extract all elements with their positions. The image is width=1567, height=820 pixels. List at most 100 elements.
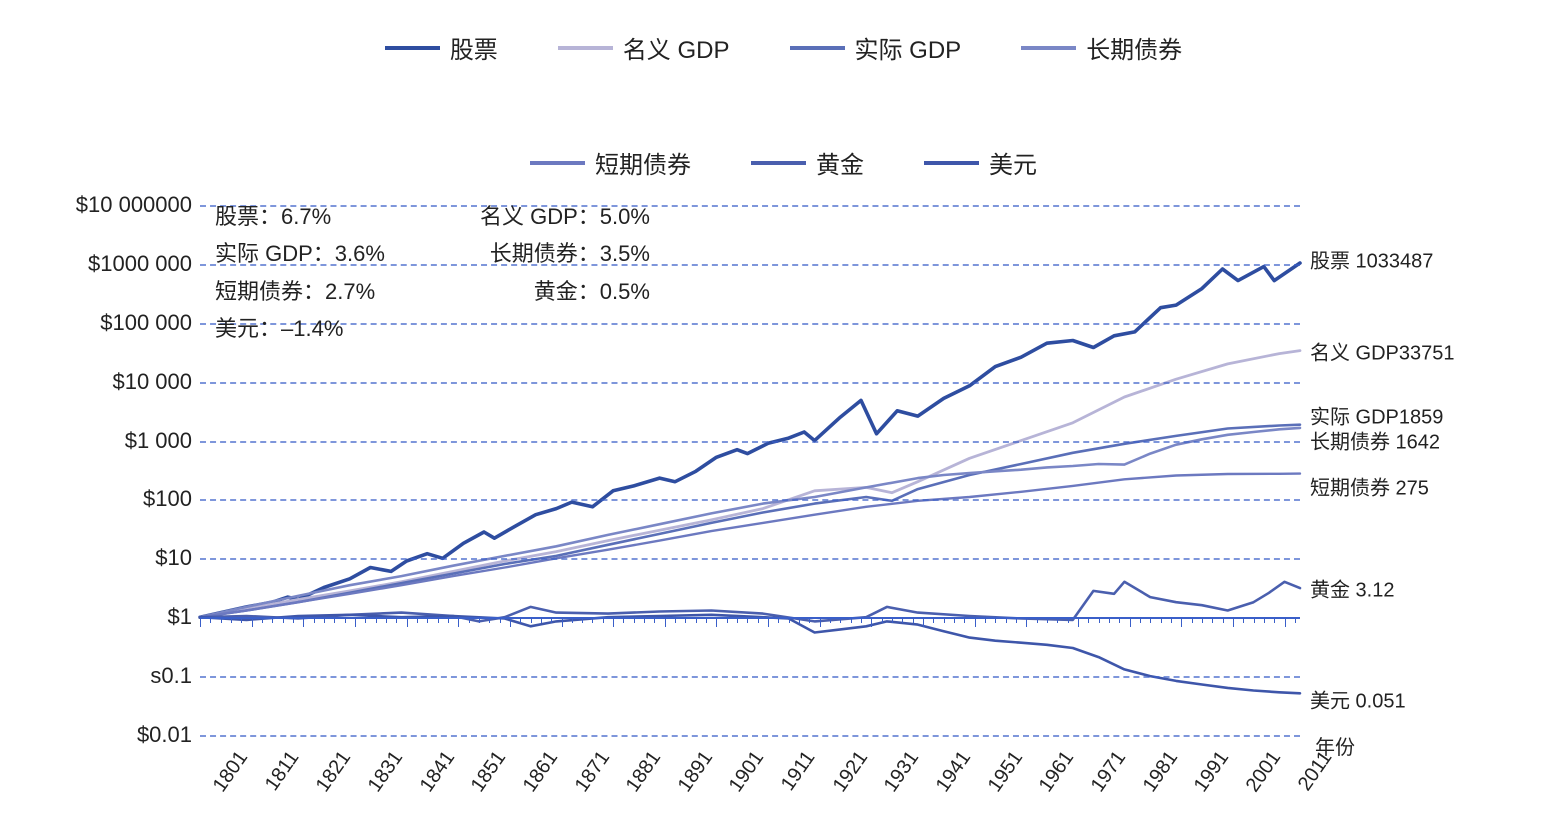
x-tick (1254, 617, 1255, 623)
y-tick-label: $1000 000 (88, 251, 192, 277)
x-tick (241, 617, 242, 623)
x-tick-label: 1871 (570, 747, 614, 797)
x-tick-label: 1931 (880, 747, 924, 797)
x-tick (1130, 617, 1131, 627)
x-tick (913, 617, 914, 623)
x-tick-label: 1861 (519, 747, 563, 797)
x-tick (654, 617, 655, 623)
x-tick (644, 617, 645, 623)
y-tick-label: $100 000 (100, 310, 192, 336)
x-tick (1274, 617, 1275, 623)
x-tick (1026, 617, 1027, 627)
x-tick (1088, 617, 1089, 623)
end-label-lbonds: 长期债券 1642 (1310, 425, 1440, 454)
x-tick (1202, 617, 1203, 623)
x-tick (603, 617, 604, 623)
x-tick (303, 617, 304, 627)
legend-swatch-icon (790, 46, 845, 50)
x-tick (458, 617, 459, 627)
x-tick (1140, 617, 1141, 623)
x-tick (231, 617, 232, 623)
x-tick (1223, 617, 1224, 623)
legend-label: 名义 GDP (623, 30, 730, 65)
x-tick (1161, 617, 1162, 623)
x-tick (830, 617, 831, 623)
x-tick (365, 617, 366, 623)
chart-legend: 股票名义 GDP实际 GDP长期债券短期债券黄金美元 (20, 20, 1547, 200)
asset-returns-chart: 股票名义 GDP实际 GDP长期债券短期债券黄金美元 $10 000000$10… (20, 20, 1547, 779)
x-tick (582, 617, 583, 623)
x-tick (396, 617, 397, 623)
y-tick-label: $1 000 (125, 428, 192, 454)
legend-item-gold: 黄金 (751, 145, 864, 180)
x-tick-label: 1911 (777, 747, 821, 795)
legend-label: 美元 (989, 145, 1037, 180)
x-tick (562, 617, 563, 627)
x-tick (768, 617, 769, 627)
x-tick (758, 617, 759, 623)
y-tick-label: $10 000 (112, 369, 192, 395)
x-tick (685, 617, 686, 623)
ann-lbonds-rate: 长期债券：3.5% (480, 235, 650, 272)
ann-stocks-rate: 股票：6.7% (215, 198, 385, 235)
x-tick (355, 617, 356, 627)
x-tick (675, 617, 676, 623)
x-tick (262, 617, 263, 623)
x-tick-label: 1971 (1087, 747, 1131, 797)
x-tick-label: 1801 (209, 747, 253, 797)
legend-swatch-icon (530, 161, 585, 165)
y-tick-label: $10 (155, 545, 192, 571)
x-tick (572, 617, 573, 623)
x-tick (469, 617, 470, 623)
x-tick (592, 617, 593, 623)
end-label-gold: 黄金 3.12 (1310, 574, 1394, 603)
x-tick (386, 617, 387, 623)
x-tick (500, 617, 501, 623)
x-tick (985, 617, 986, 623)
x-tick (954, 617, 955, 623)
x-tick-label: 1841 (415, 747, 459, 797)
x-tick (706, 617, 707, 623)
x-tick (1057, 617, 1058, 623)
ann-sbonds-rate: 短期债券：2.7% (215, 273, 385, 310)
x-tick (531, 617, 532, 623)
legend-item-ngdp: 名义 GDP (558, 30, 730, 65)
x-tick (923, 617, 924, 627)
x-tick (727, 617, 728, 623)
y-tick-label: $100 (143, 486, 192, 512)
x-tick-label: 1901 (725, 747, 769, 797)
legend-item-usd: 美元 (924, 145, 1037, 180)
y-tick-label: $0.01 (137, 722, 192, 748)
gridline (200, 499, 1300, 501)
x-tick (272, 617, 273, 623)
x-tick (510, 617, 511, 627)
annotation-column-right: 名义 GDP：5.0% 长期债券：3.5% 黄金：0.5% (480, 198, 650, 310)
x-tick (799, 617, 800, 623)
x-tick (778, 617, 779, 623)
x-tick-label: 1991 (1190, 747, 1234, 797)
x-tick (1264, 617, 1265, 623)
x-tick (252, 617, 253, 627)
x-tick-label: 1961 (1035, 747, 1079, 797)
plot-wrap: $10 000000$1000 000$100 000$10 000$1 000… (20, 200, 1547, 820)
x-tick (975, 617, 976, 627)
x-tick (1285, 617, 1286, 627)
legend-item-rgdp: 实际 GDP (790, 30, 962, 65)
x-tick (1109, 617, 1110, 623)
x-tick (1150, 617, 1151, 623)
legend-swatch-icon (558, 46, 613, 50)
x-tick (871, 617, 872, 627)
ann-ngdp-rate: 名义 GDP：5.0% (480, 198, 650, 235)
x-tick (737, 617, 738, 623)
y-tick-label: s0.1 (150, 663, 192, 689)
x-tick (334, 617, 335, 623)
gridline (200, 441, 1300, 443)
x-tick (448, 617, 449, 623)
x-tick (902, 617, 903, 623)
x-tick (1181, 617, 1182, 627)
end-label-ngdp: 名义 GDP33751 (1310, 336, 1455, 365)
x-tick (1068, 617, 1069, 623)
legend-item-sbonds: 短期债券 (530, 145, 691, 180)
x-tick (809, 617, 810, 623)
x-tick (345, 617, 346, 623)
